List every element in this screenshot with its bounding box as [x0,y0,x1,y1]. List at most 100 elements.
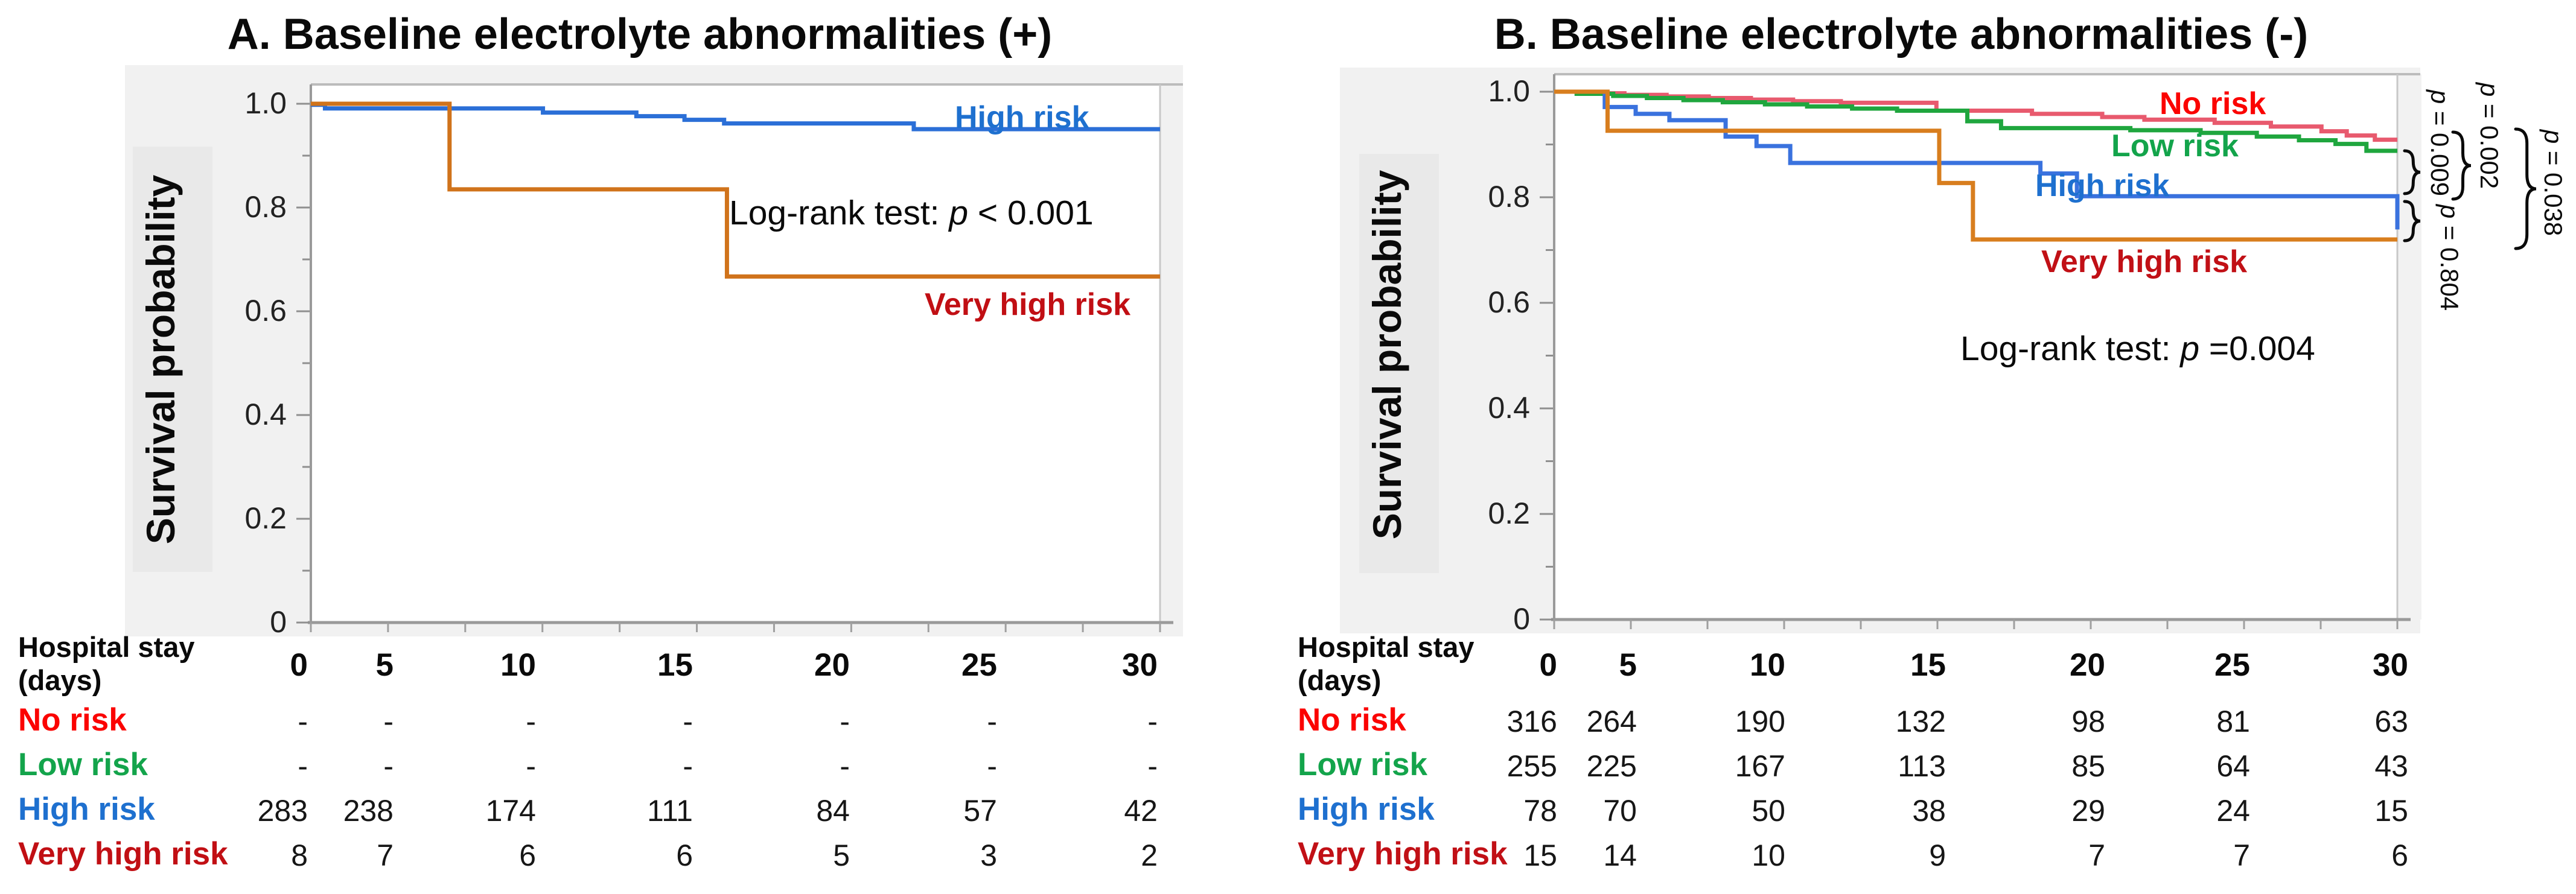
risk-table-value: 98 [2071,705,2105,738]
risk-table-value: 70 [1603,794,1637,828]
risk-table-value: 8 [291,839,308,872]
risk-table-value: 6 [676,839,693,872]
risk-table-value: 57 [963,794,997,828]
curve-label-high-risk: High risk [2035,168,2170,203]
risk-table-value: - [840,705,850,738]
risk-table-value: 5 [833,839,850,872]
risk-table-value: - [383,749,394,783]
risk-table-header-line: (days) [1298,664,1382,696]
risk-table-time-header: 20 [2070,647,2105,683]
risk-table-time-header: 0 [1539,647,1557,683]
risk-table-value: 283 [257,794,308,828]
logrank-value: < 0.001 [968,194,1094,232]
risk-table-time-header: 30 [2373,647,2408,683]
y-tick-label: 0.4 [244,398,287,431]
risk-table-value: 29 [2071,794,2105,828]
risk-table-value: 63 [2374,705,2408,738]
y-tick-label: 0.6 [244,294,287,328]
risk-table-value: 9 [1929,839,1946,872]
km-curve-very-high-risk [311,101,1160,279]
pairwise-brace [2451,130,2472,201]
risk-table-value: - [526,749,536,783]
risk-table-row-label-no-risk: No risk [1298,702,1406,738]
risk-table-header-line: Hospital stay [18,631,195,663]
risk-table-value: - [1147,705,1158,738]
risk-table-time-header: 5 [1619,647,1637,683]
p-symbol: p [2539,129,2568,144]
y-tick-label: 0 [270,605,287,639]
risk-table-value: 238 [343,794,394,828]
logrank-text: Log-rank test: [729,194,949,232]
risk-table-value: 15 [1523,839,1557,872]
risk-table-row-label-low-risk: Low risk [1298,747,1428,782]
y-tick-label: 0.2 [1488,496,1530,530]
km-curve-very-high-risk [1554,89,2397,242]
km-curve-low-risk [1554,89,2397,153]
y-tick-label: 1.0 [244,86,287,120]
panel-a-plot-area [311,84,1160,623]
pairwise-brace [2403,149,2421,195]
risk-table-value: 316 [1506,705,1557,738]
risk-table-row-label-no-risk: No risk [18,702,127,738]
curve-label-high-risk: High risk [955,100,1089,135]
risk-table-time-header: 25 [2214,647,2250,683]
risk-table-value: 42 [1124,794,1158,828]
logrank-text: Log-rank test: [1960,329,2181,368]
risk-table-value: 64 [2216,749,2250,783]
risk-table-value: 255 [1506,749,1557,783]
risk-table-row-label-very-high-risk: Very high risk [18,836,228,872]
panel-b-logrank-annotation: Log-rank test: p =0.004 [1960,329,2315,369]
risk-table-value: 14 [1603,839,1637,872]
risk-table-header-line: (days) [18,664,102,696]
risk-table-value: - [526,705,536,738]
pairwise-p-label: p = 0.002 [2475,83,2504,189]
y-tick-label: 0 [1513,602,1530,636]
panel-b-ylabel-strip [1359,154,1439,573]
risk-table-value: 85 [2071,749,2105,783]
p-value-text: = 0.804 [2435,218,2464,311]
risk-table-value: 111 [646,794,693,828]
km-curve-high-risk [1554,89,2400,230]
curve-label-no-risk: No risk [2160,86,2266,121]
pairwise-p-label: p = 0.804 [2435,204,2464,311]
p-symbol: p [2435,204,2464,219]
risk-table-value: 264 [1586,705,1637,738]
risk-table-time-header: 0 [290,647,308,683]
panel-a-title: A. Baseline electrolyte abnormalities (+… [227,10,1053,59]
risk-table-value: 6 [519,839,536,872]
panel-a-logrank-annotation: Log-rank test: p < 0.001 [729,193,1094,233]
risk-table-value: 132 [1895,705,1946,738]
pairwise-brace [2403,200,2421,243]
y-tick-label: 1.0 [1488,74,1530,108]
risk-table-value: 113 [1898,749,1946,783]
risk-table-time-header: 10 [1750,647,1785,683]
risk-table-value: 174 [485,794,536,828]
risk-table-value: 3 [980,839,997,872]
logrank-p-symbol: p [2180,329,2200,368]
y-tick-label: 0.4 [1488,391,1530,425]
risk-table-row-label-high-risk: High risk [1298,791,1435,827]
risk-table-value: - [383,705,394,738]
p-value-text: = 0.009 [2426,104,2454,197]
risk-table-value: 7 [377,839,394,872]
curve-label-very-high-risk: Very high risk [2041,244,2248,279]
risk-table-value: - [1147,749,1158,783]
y-tick-label: 0.2 [244,501,287,535]
p-symbol: p [2426,89,2454,104]
p-symbol: p [2475,82,2504,97]
risk-table-value: - [683,749,693,783]
risk-table-value: - [298,749,308,783]
risk-table-value: 78 [1523,794,1557,828]
risk-table-value: 43 [2374,749,2408,783]
curve-label-very-high-risk: Very high risk [925,287,1131,322]
km-curve-high-risk [311,103,1160,132]
risk-table-value: 24 [2216,794,2250,828]
risk-table-value: 7 [2233,839,2250,872]
risk-table-value: 81 [2216,705,2250,738]
risk-table-row-label-high-risk: High risk [18,791,155,827]
panel-b-plot-area [1554,74,2397,620]
risk-table-value: - [987,705,997,738]
y-tick-label: 0.6 [1488,285,1530,319]
risk-table-time-header: 20 [814,647,850,683]
